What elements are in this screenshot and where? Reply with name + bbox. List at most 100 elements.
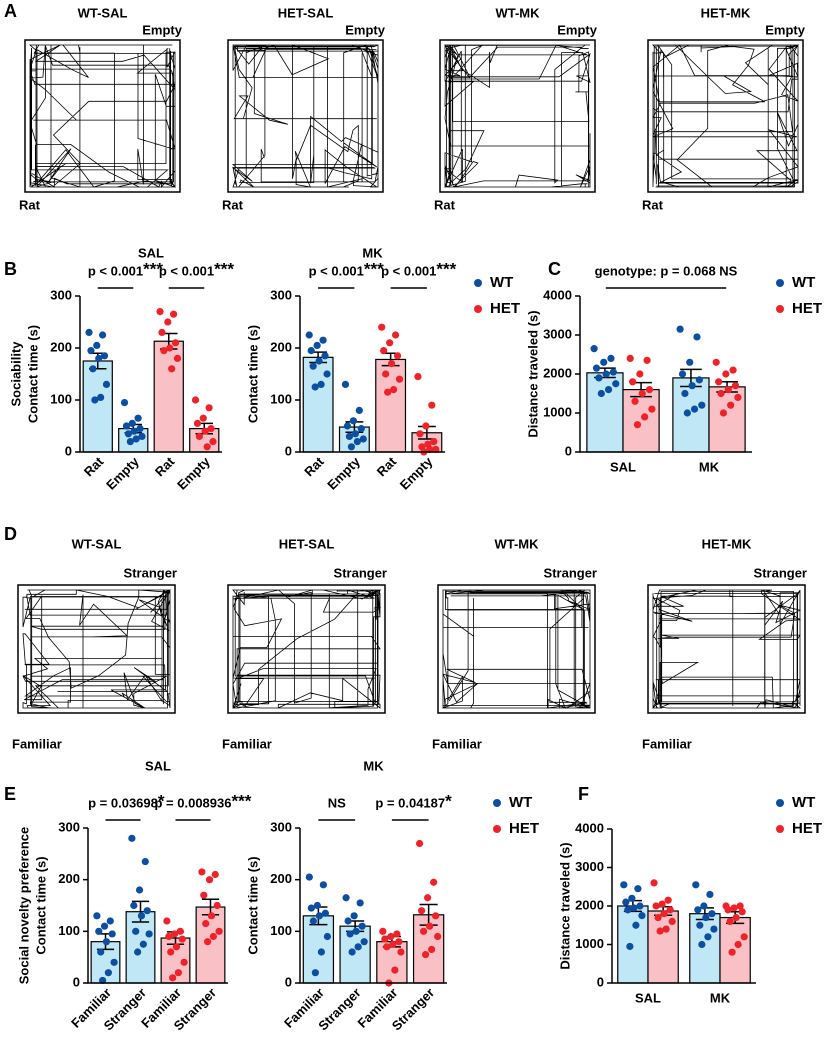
track-top-label: Stranger bbox=[334, 565, 387, 580]
data-point bbox=[120, 399, 129, 407]
data-point bbox=[686, 358, 694, 366]
data-point bbox=[712, 358, 720, 366]
data-point bbox=[740, 933, 748, 941]
data-point bbox=[168, 365, 176, 373]
x-tick-label: Rat bbox=[301, 453, 327, 479]
bar bbox=[125, 911, 156, 984]
data-point bbox=[602, 370, 610, 378]
data-point bbox=[414, 373, 422, 381]
data-point bbox=[645, 386, 654, 394]
data-point bbox=[695, 376, 703, 384]
y-axis-label: Contact time (s) bbox=[245, 325, 260, 423]
legend-label: HET bbox=[509, 820, 539, 837]
data-point bbox=[100, 352, 109, 360]
data-point bbox=[380, 347, 388, 355]
y-tick-label: 2000 bbox=[575, 897, 604, 912]
track-top-label: Empty bbox=[142, 22, 183, 37]
data-point bbox=[395, 375, 404, 383]
data-point bbox=[138, 432, 146, 440]
track-bottom-label: Familiar bbox=[12, 736, 62, 751]
legend-marker bbox=[474, 279, 482, 287]
y-tick-label: 200 bbox=[58, 871, 80, 886]
data-point bbox=[356, 899, 364, 907]
data-point bbox=[95, 927, 103, 935]
data-point bbox=[660, 910, 668, 918]
data-point bbox=[319, 881, 327, 889]
data-point bbox=[315, 357, 323, 365]
data-point bbox=[358, 922, 366, 930]
data-point bbox=[193, 419, 202, 427]
data-point bbox=[422, 950, 430, 959]
data-point bbox=[731, 382, 740, 390]
data-point bbox=[638, 912, 646, 920]
data-point bbox=[99, 976, 107, 985]
data-point bbox=[590, 345, 598, 353]
axes bbox=[299, 296, 445, 453]
legend-marker bbox=[776, 305, 784, 313]
data-point bbox=[726, 917, 734, 926]
arena bbox=[227, 39, 384, 193]
data-point bbox=[624, 906, 632, 914]
data-point bbox=[174, 969, 182, 977]
data-point bbox=[145, 930, 153, 938]
data-point bbox=[597, 389, 605, 398]
data-point bbox=[136, 425, 144, 433]
panel-label: A bbox=[4, 1, 17, 21]
data-point bbox=[307, 347, 315, 355]
track-bottom-label: Familiar bbox=[432, 736, 482, 751]
data-point bbox=[715, 378, 723, 386]
data-point bbox=[213, 901, 221, 910]
data-point bbox=[128, 419, 136, 427]
data-point bbox=[732, 913, 740, 922]
data-point bbox=[342, 894, 350, 902]
significance-stars: * bbox=[158, 791, 165, 810]
y-tick-label: 0 bbox=[565, 443, 572, 458]
data-point bbox=[139, 940, 147, 948]
data-point bbox=[93, 341, 101, 349]
data-point bbox=[628, 894, 636, 902]
data-point bbox=[636, 370, 644, 378]
y-tick-label: 2000 bbox=[543, 365, 572, 380]
data-point bbox=[676, 325, 684, 333]
track-title: HET-MK bbox=[702, 536, 752, 551]
comparison-label: p < 0.001 bbox=[309, 263, 364, 278]
data-point bbox=[95, 354, 103, 362]
data-point bbox=[209, 932, 217, 941]
data-point bbox=[420, 927, 428, 935]
data-point bbox=[172, 943, 181, 951]
data-point bbox=[108, 930, 116, 938]
track-title: WT-MK bbox=[494, 536, 539, 551]
y-tick-label: 3000 bbox=[575, 859, 604, 874]
data-point bbox=[165, 932, 173, 941]
track-top-label: Empty bbox=[765, 22, 806, 37]
data-point bbox=[629, 378, 637, 386]
data-point bbox=[736, 902, 744, 910]
data-point bbox=[664, 896, 672, 904]
data-point bbox=[428, 401, 436, 409]
data-point bbox=[688, 382, 696, 390]
trajectory bbox=[232, 589, 382, 709]
data-point bbox=[354, 943, 362, 951]
data-point bbox=[134, 414, 142, 422]
y-tick-label: 4000 bbox=[575, 820, 604, 835]
data-point bbox=[668, 917, 676, 926]
data-point bbox=[200, 891, 208, 899]
data-point bbox=[143, 907, 151, 915]
y-tick-label: 300 bbox=[270, 287, 292, 302]
chart-title: MK bbox=[363, 758, 384, 773]
data-point bbox=[632, 921, 640, 929]
data-point bbox=[383, 943, 391, 951]
data-point bbox=[313, 341, 321, 349]
data-point bbox=[681, 389, 689, 398]
data-point bbox=[87, 347, 95, 355]
data-point bbox=[176, 927, 184, 935]
data-point bbox=[622, 898, 630, 906]
track-title: HET-MK bbox=[701, 5, 751, 20]
data-point bbox=[698, 401, 706, 409]
data-point bbox=[722, 370, 730, 378]
data-point bbox=[351, 430, 359, 438]
data-point bbox=[346, 930, 354, 938]
trajectory bbox=[231, 44, 379, 188]
y-tick-label: 3000 bbox=[543, 326, 572, 341]
x-tick-label: SAL bbox=[635, 990, 661, 1005]
